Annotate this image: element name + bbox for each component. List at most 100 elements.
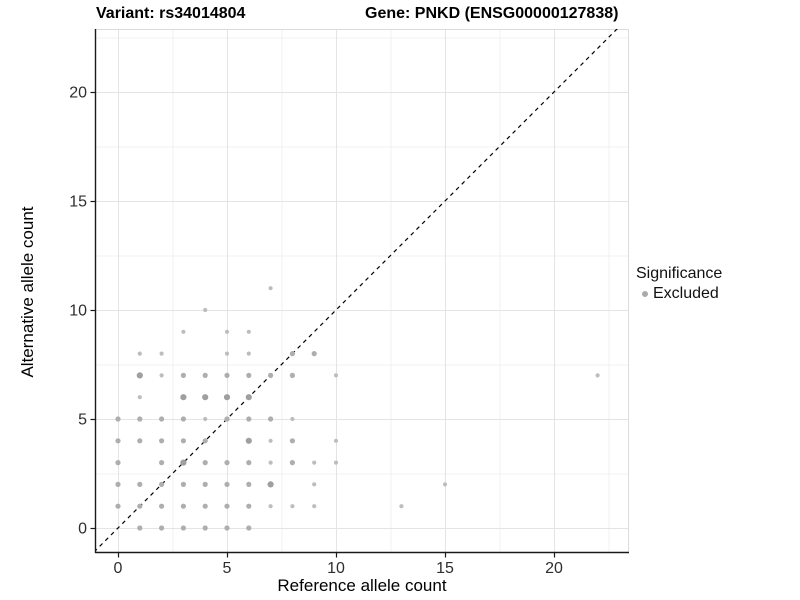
data-point (223, 394, 231, 401)
data-point (224, 329, 230, 334)
data-point (115, 460, 121, 466)
data-point (159, 351, 164, 356)
data-point (224, 503, 230, 509)
data-point (202, 460, 208, 466)
data-point (202, 394, 209, 401)
data-point (290, 416, 295, 422)
data-point (289, 372, 295, 378)
data-point (312, 460, 317, 465)
data-point (137, 395, 142, 400)
gene-title: Gene: PNKD (ENSG00000127838) (365, 5, 619, 22)
data-point (159, 416, 165, 422)
tick-marks (90, 91, 556, 558)
data-point (159, 460, 165, 466)
data-point (268, 372, 274, 378)
data-point (442, 482, 448, 487)
data-point (180, 481, 186, 487)
data-point (312, 482, 317, 487)
data-point (115, 481, 121, 487)
data-point (115, 416, 121, 422)
y-tick-label: 20 (69, 85, 87, 102)
data-point (180, 459, 187, 466)
data-point (137, 481, 143, 487)
data-point (595, 373, 600, 378)
legend: Significance Excluded (636, 265, 722, 303)
data-point (246, 525, 252, 531)
data-point (224, 481, 230, 487)
data-point (399, 504, 404, 509)
data-point (289, 351, 295, 357)
legend-item-excluded: Excluded (642, 285, 722, 303)
data-point (268, 504, 273, 509)
tick-labels: 0 5 10 15 20 0 5 10 15 20 (69, 85, 563, 578)
data-point (159, 373, 164, 378)
data-point (289, 438, 295, 444)
data-point (180, 416, 186, 422)
y-tick-label: 5 (78, 412, 87, 429)
data-point (180, 438, 186, 444)
data-point (224, 351, 230, 356)
data-point (333, 460, 339, 465)
legend-point-icon (642, 291, 648, 297)
data-point (202, 481, 208, 487)
x-tick-label: 15 (436, 560, 454, 577)
variant-title: Variant: rs34014804 (96, 5, 246, 22)
identity-line-group (95, 29, 618, 552)
data-point (137, 503, 143, 509)
data-point (136, 372, 143, 379)
x-axis-title: Reference allele count (277, 576, 447, 595)
data-point (202, 503, 208, 509)
data-point (224, 372, 230, 378)
data-point (180, 372, 186, 378)
legend-item-label: Excluded (653, 285, 719, 302)
data-point (289, 460, 295, 466)
y-tick-label: 0 (78, 521, 87, 538)
data-point (159, 481, 165, 487)
points-group (115, 286, 600, 531)
data-point (159, 525, 165, 531)
data-point (203, 307, 208, 313)
data-point (246, 351, 251, 356)
y-tick-label: 15 (69, 194, 87, 211)
data-point (268, 460, 273, 465)
data-point (202, 525, 208, 531)
data-point (268, 416, 274, 422)
data-point (202, 372, 208, 378)
x-tick-label: 5 (223, 560, 232, 577)
x-tick-label: 20 (545, 560, 563, 577)
data-point (202, 438, 208, 444)
minor-gridlines (95, 29, 629, 553)
data-point (224, 525, 230, 531)
x-tick-label: 10 (327, 560, 345, 577)
y-tick-label: 10 (69, 303, 87, 320)
data-point (311, 351, 317, 357)
data-point (224, 416, 230, 422)
data-point (246, 481, 252, 487)
data-point (203, 416, 208, 422)
data-point (268, 438, 273, 443)
data-point (267, 481, 274, 488)
major-gridlines (95, 29, 629, 553)
data-point (180, 394, 187, 401)
data-point (137, 351, 142, 356)
data-point (268, 286, 273, 291)
data-point (159, 503, 165, 509)
data-point (246, 416, 252, 422)
identity-line (95, 29, 618, 552)
data-point (115, 438, 121, 444)
x-tick-label: 0 (114, 560, 123, 577)
data-point (246, 329, 251, 334)
data-point (137, 416, 143, 422)
data-point (115, 503, 121, 509)
y-axis-title: Alternative allele count (18, 206, 37, 378)
data-point (181, 329, 186, 334)
data-point (246, 372, 252, 378)
data-point (333, 438, 339, 443)
data-point (245, 437, 252, 444)
legend-title: Significance (636, 265, 723, 282)
data-point (246, 503, 252, 509)
data-point (137, 438, 143, 444)
data-point (290, 504, 295, 509)
